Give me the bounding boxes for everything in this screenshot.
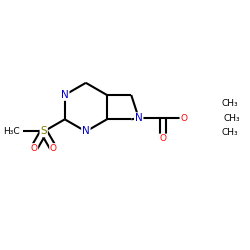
Text: O: O [30,144,38,153]
Text: O: O [180,114,187,123]
Text: H₃C: H₃C [3,127,20,136]
Text: CH₃: CH₃ [224,114,240,123]
Text: S: S [40,126,47,136]
Text: N: N [82,126,90,136]
Text: O: O [160,134,166,143]
Text: N: N [135,113,143,123]
Text: CH₃: CH₃ [222,99,238,108]
Text: CH₃: CH₃ [222,128,238,137]
Text: N: N [61,90,69,100]
Text: O: O [50,144,57,153]
